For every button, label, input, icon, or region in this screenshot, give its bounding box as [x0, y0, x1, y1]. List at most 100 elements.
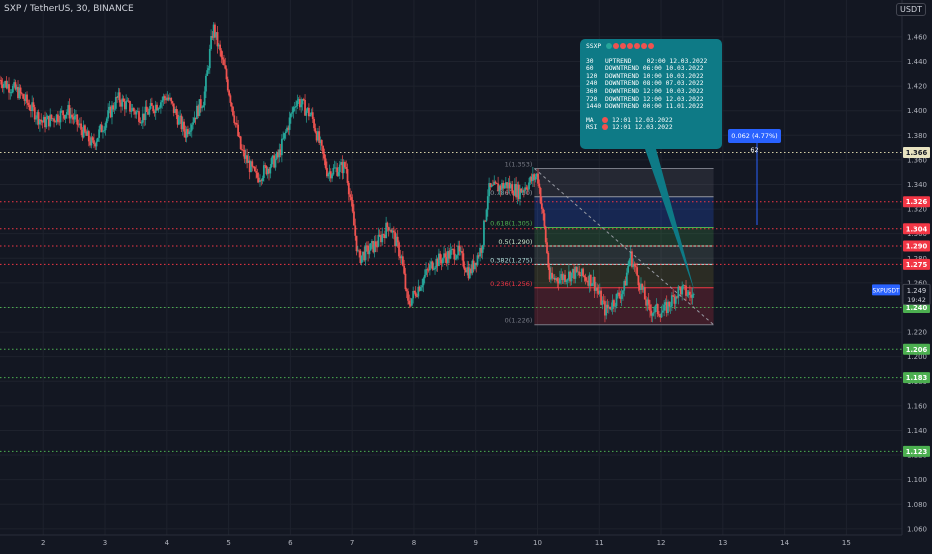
candle-body — [8, 84, 10, 93]
price-tick-label: 1.420 — [907, 83, 927, 91]
candle-body — [436, 258, 439, 267]
candle-body — [555, 278, 557, 280]
candle-body — [450, 249, 453, 251]
candle-body — [139, 121, 142, 123]
candle-body — [293, 107, 296, 108]
candle-body — [338, 164, 341, 173]
candle-body — [0, 80, 3, 85]
time-tick-label: 10 — [533, 539, 542, 547]
candle-body — [462, 253, 465, 267]
candle-body — [642, 287, 645, 290]
candle-body — [604, 301, 606, 316]
candle-body — [552, 277, 555, 279]
candle-body — [261, 177, 264, 181]
trend-row: 240 DOWNTREND 08:00 07.03.2022 — [586, 80, 704, 88]
candle-body — [235, 123, 238, 125]
candle-body — [280, 138, 283, 156]
candle-body — [86, 131, 89, 136]
candle-body — [205, 75, 207, 92]
candle-body — [386, 222, 389, 228]
candle-body — [475, 262, 478, 266]
fib-level-label: 0.382(1.275) — [490, 256, 532, 264]
candle-body — [148, 108, 151, 115]
price-tick-label: 1.200 — [907, 353, 927, 361]
candle-body — [215, 32, 218, 38]
candle-body — [44, 116, 46, 128]
candle-body — [495, 183, 498, 185]
candle-body — [58, 121, 61, 123]
candle-body — [601, 300, 604, 305]
candle-body — [11, 85, 14, 93]
candle-body — [641, 283, 644, 290]
candle-body — [405, 289, 408, 292]
candle-body — [29, 109, 32, 112]
candle-body — [69, 114, 72, 119]
candle-body — [167, 97, 170, 100]
candle-body — [565, 280, 568, 282]
candle-body — [453, 249, 456, 260]
candle-body — [404, 273, 407, 290]
candle-body — [172, 103, 175, 113]
candle-body — [201, 107, 203, 109]
candle-body — [461, 251, 463, 254]
trend-row: 360 DOWNTREND 12:00 10.03.2022 — [586, 87, 704, 95]
trend-row: 30 UPTREND 02:00 12.03.2022 — [586, 57, 708, 65]
candle-body — [271, 155, 274, 159]
candle-body — [661, 310, 664, 313]
candle-body — [470, 268, 472, 274]
candle-body — [275, 152, 278, 159]
candle-body — [89, 141, 91, 146]
time-tick-label: 11 — [595, 539, 604, 547]
candle-body — [50, 114, 53, 119]
time-tick-label: 12 — [657, 539, 666, 547]
status-dot — [640, 43, 647, 49]
candle-body — [399, 256, 402, 259]
candle-body — [355, 235, 358, 252]
candle-body — [31, 102, 34, 112]
fib-level-label: 0.786(1.330) — [490, 189, 532, 197]
price-tick-label: 1.140 — [907, 427, 927, 435]
candle-body — [216, 32, 219, 47]
candle-body — [9, 92, 12, 94]
candle-body — [156, 104, 158, 111]
candle-body — [618, 292, 620, 297]
currency-badge[interactable]: USDT — [896, 3, 926, 16]
status-dot — [647, 43, 654, 49]
candle-body — [141, 113, 144, 123]
candle-body — [328, 171, 331, 175]
candle-body — [228, 90, 231, 96]
candle-body — [319, 140, 322, 144]
candle-body — [504, 182, 507, 186]
candle-body — [54, 121, 57, 123]
trend-line — [534, 168, 714, 326]
candle-body — [587, 280, 590, 286]
candle-body — [471, 260, 474, 274]
price-tick-label: 1.100 — [907, 476, 927, 484]
candle-body — [385, 222, 388, 239]
candle-body — [197, 105, 200, 117]
candle-body — [605, 304, 608, 316]
candle-body — [324, 158, 327, 168]
candle-body — [448, 251, 451, 259]
level-price-label: 1.290 — [906, 242, 928, 250]
candle-body — [583, 275, 586, 278]
candle-body — [331, 174, 333, 179]
candle-body — [614, 306, 617, 307]
candle-body — [435, 258, 438, 268]
candle-body — [27, 102, 30, 106]
candle-body — [481, 245, 484, 253]
measure-label: 0.062 (4.77%) 62 — [728, 129, 781, 154]
candle-body — [562, 274, 565, 280]
candle-body — [452, 249, 454, 250]
candle-body — [512, 193, 515, 196]
candle-body — [358, 250, 361, 252]
candle-body — [544, 226, 547, 243]
time-tick-label: 8 — [412, 539, 416, 547]
candle-body — [534, 176, 537, 180]
candle-body — [543, 213, 546, 227]
candle-body — [166, 97, 169, 101]
candle-body — [207, 68, 210, 71]
candle-body — [432, 269, 435, 270]
